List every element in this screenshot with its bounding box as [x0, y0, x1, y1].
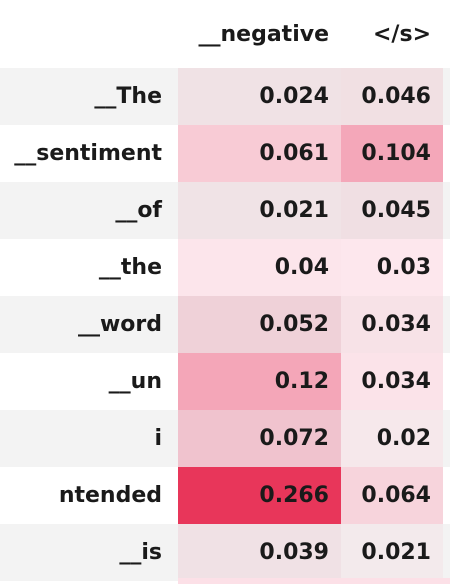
cell-negative: 0.052: [178, 296, 341, 353]
cell-eos: 0.02: [341, 410, 443, 467]
cell-eos: 0.021: [341, 524, 443, 581]
row-token-label: __the: [98, 255, 162, 280]
cell-eos: 0.03: [341, 239, 443, 296]
cell-negative: 0.12: [178, 353, 341, 410]
cell-eos: 0.104: [341, 125, 443, 182]
cell-negative: 0.021: [178, 182, 341, 239]
header-row: __negative </s>: [0, 0, 450, 68]
cell-eos: 0.034: [341, 296, 443, 353]
row-token-label: __word: [77, 312, 162, 337]
row-token-label: __un: [108, 369, 162, 394]
cell-negative: 0.024: [178, 68, 341, 125]
cell-eos: 0.034: [341, 353, 443, 410]
table-row: ntended 0.266 0.064: [0, 467, 450, 524]
table-row: __word 0.052 0.034: [0, 296, 450, 353]
row-token-label: __of: [115, 198, 162, 223]
table-row: __the 0.04 0.03: [0, 239, 450, 296]
table-row: i 0.072 0.02: [0, 410, 450, 467]
table-row: __sentiment 0.061 0.104: [0, 125, 450, 182]
partial-row-strip: [178, 578, 450, 584]
row-token-label: i: [154, 426, 162, 451]
cell-eos: 0.046: [341, 68, 443, 125]
row-token-label: __is: [119, 540, 162, 565]
column-header-negative: __negative: [198, 21, 330, 47]
row-token-label: __sentiment: [14, 141, 162, 166]
cell-negative: 0.266: [178, 467, 341, 524]
column-header-eos: </s>: [373, 21, 431, 47]
cell-negative: 0.039: [178, 524, 341, 581]
table-row: __The 0.024 0.046: [0, 68, 450, 125]
row-token-label: __The: [94, 84, 162, 109]
cell-negative: 0.061: [178, 125, 341, 182]
partial-cell-eos: [341, 578, 450, 584]
table-row: __un 0.12 0.034: [0, 353, 450, 410]
table-row: __is 0.039 0.021: [0, 524, 450, 581]
cell-eos: 0.064: [341, 467, 443, 524]
cell-negative: 0.072: [178, 410, 341, 467]
partial-cell-negative: [178, 578, 341, 584]
table-row: __of 0.021 0.045: [0, 182, 450, 239]
table-body: __The 0.024 0.046 __sentiment 0.061 0.104 __of…: [0, 68, 450, 581]
cell-eos: 0.045: [341, 182, 443, 239]
cell-negative: 0.04: [178, 239, 341, 296]
row-token-label: ntended: [58, 483, 162, 508]
